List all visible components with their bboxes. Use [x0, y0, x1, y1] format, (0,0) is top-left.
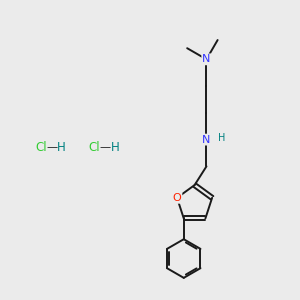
Text: N: N: [202, 135, 211, 145]
Text: O: O: [173, 193, 182, 203]
Text: H: H: [57, 140, 66, 154]
Text: —: —: [46, 142, 58, 152]
Text: H: H: [218, 133, 225, 143]
Text: —: —: [100, 142, 111, 152]
Text: N: N: [202, 54, 211, 64]
Text: Cl: Cl: [88, 140, 100, 154]
Text: H: H: [111, 140, 119, 154]
Text: Cl: Cl: [35, 140, 46, 154]
